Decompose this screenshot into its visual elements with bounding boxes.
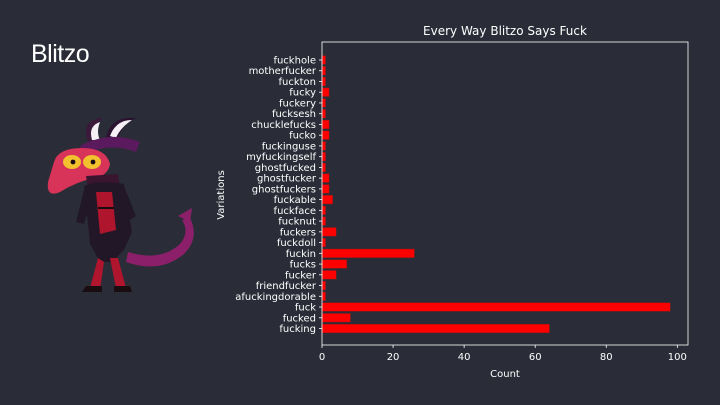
bar-fuckable — [321, 195, 333, 205]
y-tick-label: fuckery — [279, 98, 316, 109]
y-tick-label: friendfucker — [256, 281, 317, 292]
bar-fucko — [321, 130, 330, 140]
y-tick-label: fuckinguse — [262, 141, 316, 152]
bar-fucker — [321, 270, 337, 280]
bar-myfuckingself — [321, 152, 326, 162]
bar-fucky — [321, 87, 330, 97]
y-tick-label: afuckingdorable — [235, 292, 316, 303]
y-tick-label: fuckhole — [273, 56, 316, 67]
bar-motherfucker — [321, 66, 326, 76]
bar-fuckinguse — [321, 141, 326, 151]
x-tick-label: 60 — [529, 352, 542, 363]
y-tick-label: fuckton — [278, 77, 316, 88]
y-tick-label: fucking — [279, 324, 316, 335]
y-tick-label: chucklefucks — [251, 120, 316, 131]
y-tick-label: motherfucker — [249, 66, 317, 77]
y-tick-label: fucko — [289, 131, 316, 142]
y-tick-label: fuckface — [274, 206, 316, 217]
bar-fucks — [321, 259, 348, 269]
y-axis-label: Variations — [216, 170, 227, 220]
bar-fucked — [321, 313, 351, 323]
bar-fucksesh — [321, 109, 326, 119]
y-tick-label: fucky — [289, 88, 316, 99]
bar-fuckery — [321, 98, 326, 108]
bar-fuckin — [321, 248, 415, 258]
bar-fuckers — [321, 227, 337, 237]
y-tick-label: fuckin — [286, 249, 316, 260]
bar-ghostfucked — [321, 162, 326, 172]
x-tick-label: 80 — [600, 352, 613, 363]
x-tick-label: 40 — [458, 352, 471, 363]
y-tick-label: fuckers — [280, 227, 316, 238]
y-tick-label: ghostfuckers — [252, 184, 316, 195]
y-tick-label: fucknut — [278, 217, 316, 228]
bar-fucking — [321, 323, 550, 334]
y-tick-label: fucker — [285, 270, 317, 281]
bar-fuckton — [321, 76, 326, 87]
x-tick-label: 20 — [387, 352, 400, 363]
bar-fuckhole — [321, 55, 326, 65]
bar-afuckingdorable — [321, 291, 326, 301]
y-tick-label: fuckable — [274, 195, 316, 206]
blitzo-character-image — [47, 117, 194, 292]
chart-title: Every Way Blitzo Says Fuck — [423, 24, 587, 38]
bar-fuckdoll — [321, 238, 326, 248]
slide-title: Blitzo — [31, 40, 90, 68]
bar-fuck — [321, 302, 671, 312]
bar-ghostfucker — [321, 173, 330, 183]
y-tick-label: fuckdoll — [277, 238, 316, 249]
y-tick-label: fucksesh — [272, 109, 316, 120]
y-tick-label: fucked — [283, 313, 316, 324]
bar-fucknut — [321, 216, 326, 226]
x-axis-label: Count — [490, 369, 520, 380]
y-tick-label: ghostfucker — [257, 174, 317, 185]
y-tick-label: ghostfucked — [255, 163, 316, 174]
y-tick-label: fuck — [295, 303, 316, 314]
bar-fuckface — [321, 205, 326, 215]
x-tick-label: 0 — [319, 352, 325, 363]
bar-chucklefucks — [321, 119, 330, 129]
y-tick-label: fucks — [290, 260, 316, 271]
y-tick-label: myfuckingself — [246, 152, 316, 163]
plot-area-frame — [321, 41, 689, 346]
x-tick-label: 100 — [668, 352, 687, 363]
bar-friendfucker — [321, 280, 326, 291]
bar-ghostfuckers — [321, 184, 330, 194]
